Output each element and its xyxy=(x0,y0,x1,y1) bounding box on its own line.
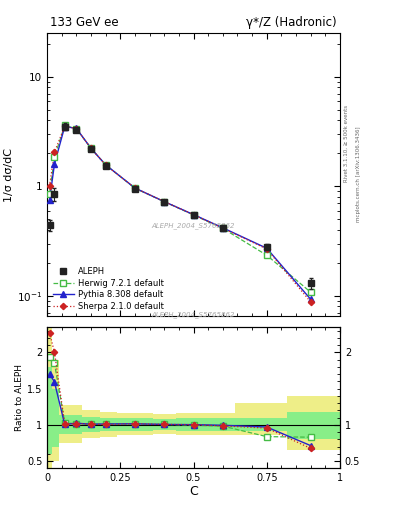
Text: 133 GeV ee: 133 GeV ee xyxy=(50,16,119,29)
Y-axis label: Ratio to ALEPH: Ratio to ALEPH xyxy=(15,364,24,431)
Text: Rivet 3.1.10, ≥ 500k events: Rivet 3.1.10, ≥ 500k events xyxy=(344,105,349,182)
Text: ALEPH_2004_S5765862: ALEPH_2004_S5765862 xyxy=(152,312,235,318)
Text: ALEPH_2004_S5765862: ALEPH_2004_S5765862 xyxy=(152,222,235,229)
Legend: ALEPH, Herwig 7.2.1 default, Pythia 8.308 default, Sherpa 2.1.0 default: ALEPH, Herwig 7.2.1 default, Pythia 8.30… xyxy=(51,265,165,312)
Text: γ*/Z (Hadronic): γ*/Z (Hadronic) xyxy=(246,16,337,29)
X-axis label: C: C xyxy=(189,485,198,498)
Y-axis label: 1/σ dσ/dC: 1/σ dσ/dC xyxy=(4,148,14,202)
Text: mcplots.cern.ch [arXiv:1306.3436]: mcplots.cern.ch [arXiv:1306.3436] xyxy=(356,126,361,222)
